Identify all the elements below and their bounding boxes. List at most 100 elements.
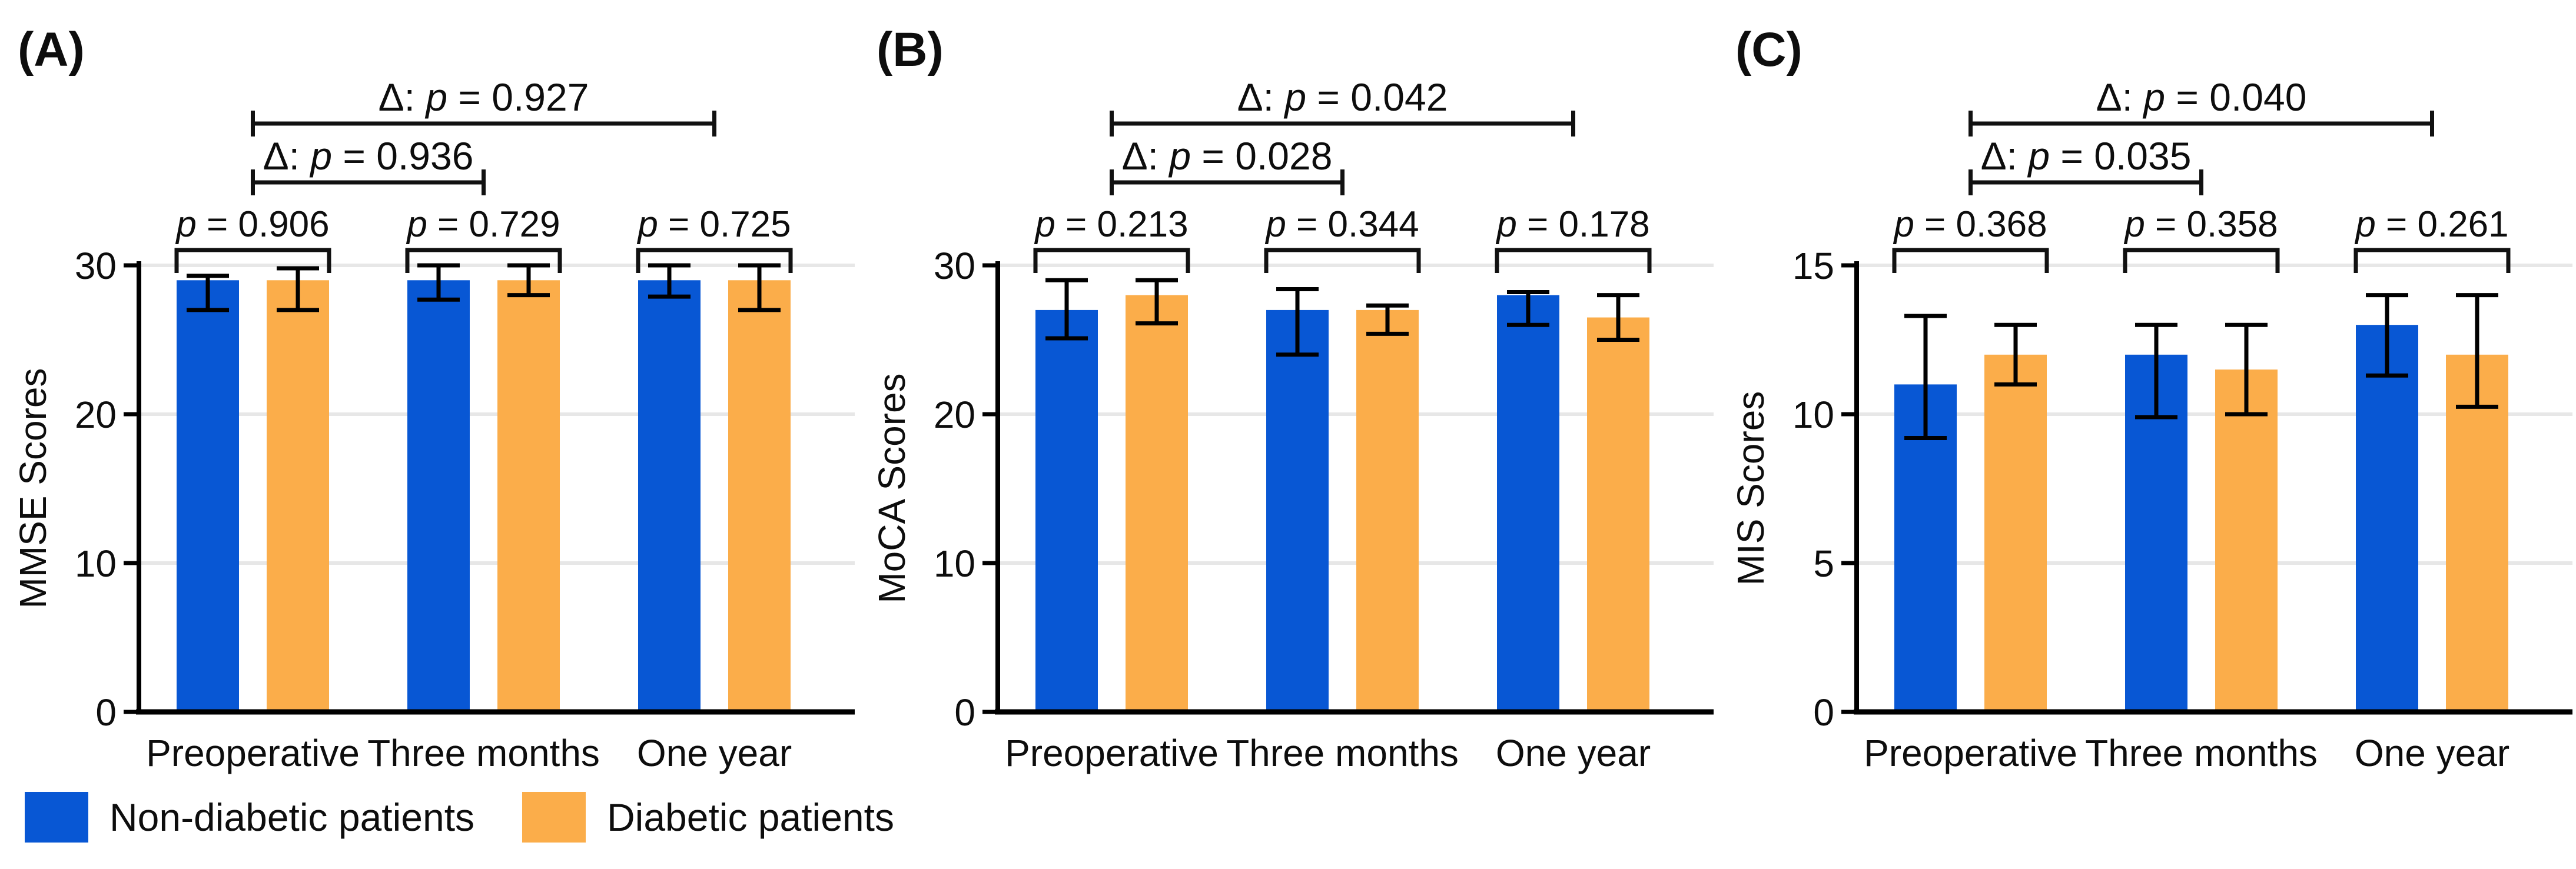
comparison-bracket-preoperative [174,248,331,273]
error-bar-diabetic-patients-one-year [738,263,781,312]
chart-mmse-scores: p = 0.906 p = 0.729 p = 0.725 Δ: p = 0.936 Δ… [12,23,855,774]
p-value-label-preoperative: p = 0.368 [1893,204,2047,245]
x-tick-label-preoperative: Preoperative [1005,732,1219,774]
chart-mis-scores: p = 0.368 p = 0.358 p = 0.261 Δ: p = 0.035 Δ… [1729,23,2572,774]
error-bar-diabetic-patients-one-year [2456,293,2498,409]
p-value-label-three-months: p = 0.344 [1264,204,1419,245]
y-tick-label-0: 0 [1813,691,1834,734]
delta-p-value-label-0-1: Δ: p = 0.936 [263,134,474,178]
bar-non-diabetic-patients-one-year [638,280,701,712]
x-tick-label-three-months: Three months [2085,732,2318,774]
error-bar-non-diabetic-patients-one-year [1507,290,1549,327]
p-value-label-three-months: p = 0.358 [2123,204,2278,245]
bar-diabetic-patients-one-year [728,280,791,712]
x-tick-label-one-year: One year [1496,732,1651,774]
comparison-bracket-one-year [2353,248,2511,273]
delta-p-value-label-0-2: Δ: p = 0.042 [1237,75,1448,119]
bar-diabetic-patients-one-year [2446,354,2508,712]
panel-b-moca-chart: p = 0.213 p = 0.344 p = 0.178 Δ: p = 0.028 Δ… [859,0,1718,869]
bar-diabetic-patients-preoperative [267,280,329,712]
comparison-bracket-preoperative [1892,248,2049,273]
chart-moca-scores: p = 0.213 p = 0.344 p = 0.178 Δ: p = 0.028 Δ… [871,23,1714,774]
y-axis-label: MMSE Scores [12,368,54,609]
delta-comparison-line-0-1 [251,169,486,195]
comparison-bracket-one-year [636,248,793,273]
comparison-bracket-three-months [1264,248,1421,273]
delta-p-value-label-0-2: Δ: p = 0.927 [379,75,589,119]
bar-diabetic-patients-three-months [1356,309,1419,712]
bar-diabetic-patients-preoperative [1984,354,2047,712]
y-tick-label-10: 10 [934,542,975,585]
y-tick-label-0: 0 [95,691,117,734]
error-bar-diabetic-patients-three-months [2225,322,2268,417]
panel-c-mis-chart: p = 0.368 p = 0.358 p = 0.261 Δ: p = 0.035 Δ… [1718,0,2576,869]
delta-comparison-line-0-2 [251,111,716,136]
panel-label: (C) [1735,23,1802,76]
error-bar-non-diabetic-patients-preoperative [1045,278,1088,341]
error-bar-diabetic-patients-preoperative [1136,278,1178,326]
bar-diabetic-patients-one-year [1587,317,1649,712]
bar-diabetic-patients-three-months [497,280,560,712]
legend-label-non-diabetic: Non-diabetic patients [109,795,475,839]
y-tick-label-20: 20 [934,394,975,436]
delta-p-value-label-0-2: Δ: p = 0.040 [2096,75,2307,119]
error-bar-diabetic-patients-three-months [507,263,550,298]
error-bar-non-diabetic-patients-one-year [2366,293,2408,378]
x-tick-label-one-year: One year [637,732,792,774]
panel-label: (B) [877,23,944,76]
y-tick-label-0: 0 [954,691,975,734]
y-tick-label-10: 10 [1792,394,1834,436]
bar-diabetic-patients-preoperative [1126,295,1188,712]
bar-diabetic-patients-three-months [2215,369,2278,712]
p-value-label-preoperative: p = 0.213 [1034,204,1188,245]
comparison-bracket-three-months [405,248,562,273]
error-bar-diabetic-patients-one-year [1597,293,1639,342]
y-tick-label-15: 15 [1792,245,1834,287]
comparison-bracket-preoperative [1033,248,1190,273]
x-tick-label-preoperative: Preoperative [146,732,360,774]
error-bar-non-diabetic-patients-three-months [2135,322,2177,419]
error-bar-non-diabetic-patients-preoperative [187,274,229,312]
legend-swatch-diabetic [522,792,586,843]
panel-label: (A) [18,23,85,76]
error-bar-diabetic-patients-preoperative [277,266,319,312]
y-tick-label-5: 5 [1813,542,1834,585]
panel-a-mmse-chart: p = 0.906 p = 0.729 p = 0.725 Δ: p = 0.936 Δ… [0,0,859,869]
error-bar-non-diabetic-patients-three-months [1276,287,1319,357]
p-value-label-one-year: p = 0.725 [636,204,791,245]
x-tick-label-one-year: One year [2355,732,2509,774]
error-bar-diabetic-patients-three-months [1366,303,1409,336]
legend-item-diabetic: Diabetic patients [522,792,894,843]
legend-item-non-diabetic: Non-diabetic patients [25,792,474,843]
y-tick-label-30: 30 [75,245,117,287]
bar-non-diabetic-patients-preoperative [1035,309,1098,712]
bar-non-diabetic-patients-one-year [1497,295,1559,712]
error-bar-non-diabetic-patients-preoperative [1904,314,1947,440]
p-value-label-preoperative: p = 0.906 [175,204,329,245]
p-value-label-three-months: p = 0.729 [406,204,560,245]
y-tick-label-20: 20 [75,394,117,436]
delta-comparison-line-0-2 [1110,111,1575,136]
delta-comparison-line-0-1 [1110,169,1345,195]
bar-non-diabetic-patients-three-months [407,280,470,712]
legend-swatch-non-diabetic [25,792,88,843]
x-tick-label-three-months: Three months [1226,732,1459,774]
comparison-bracket-three-months [2123,248,2280,273]
p-value-label-one-year: p = 0.178 [1495,204,1649,245]
x-tick-label-preoperative: Preoperative [1864,732,2077,774]
bar-non-diabetic-patients-three-months [1266,309,1329,712]
error-bar-non-diabetic-patients-three-months [417,263,460,302]
comparison-bracket-one-year [1495,248,1652,273]
delta-comparison-line-0-2 [1968,111,2434,136]
p-value-label-one-year: p = 0.261 [2354,204,2508,245]
error-bar-diabetic-patients-preoperative [1994,322,2037,387]
delta-comparison-line-0-1 [1968,169,2203,195]
y-axis-label: MIS Scores [1729,391,1772,586]
bar-non-diabetic-patients-preoperative [177,280,239,712]
y-tick-label-30: 30 [934,245,975,287]
error-bar-non-diabetic-patients-one-year [648,263,691,299]
delta-p-value-label-0-1: Δ: p = 0.035 [1981,134,2192,178]
legend-label-diabetic: Diabetic patients [607,795,894,839]
delta-p-value-label-0-1: Δ: p = 0.028 [1122,134,1333,178]
